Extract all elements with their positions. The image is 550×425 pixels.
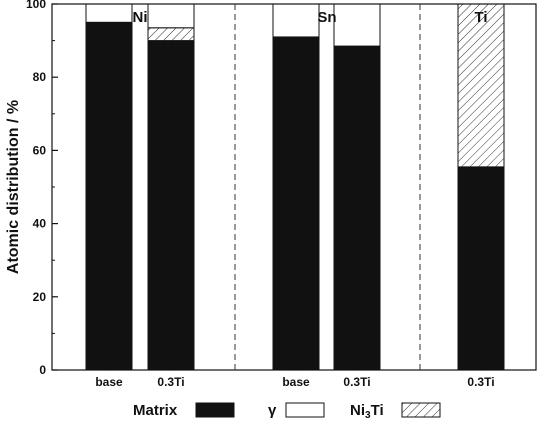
bar-segment-matrix-sn-base	[272, 36, 320, 371]
bar-segment-ni3ti-ti-03ti	[457, 3, 505, 168]
category-label: 0.3Ti	[343, 375, 370, 389]
labels-layer: base 0.3Ti base 0.3Ti 0.3Ti 0 20 40 60 80 100 Atomi…	[5, 0, 495, 389]
category-label: 0.3Ti	[467, 375, 494, 389]
bar-segment-ni3ti-ni-03ti	[147, 27, 195, 42]
legend-swatch-ni3ti	[401, 402, 441, 418]
y-tick-label: 80	[33, 70, 47, 84]
y-tick-label: 40	[33, 217, 47, 231]
bar-segment-gamma-ni-base	[85, 3, 133, 23]
bar-segment-matrix-sn-03ti	[333, 45, 381, 371]
y-tick-label: 20	[33, 290, 47, 304]
y-tick-label: 60	[33, 143, 47, 157]
category-label: base	[95, 375, 123, 389]
bar-segment-gamma-sn-03ti	[333, 3, 381, 47]
bar-segment-matrix-ni-03ti	[147, 40, 195, 371]
axes-layer	[51, 3, 537, 371]
y-tick-label: 0	[39, 363, 46, 377]
legend: Matrix γ Ni3Ti	[133, 402, 441, 421]
group-label-ni: Ni	[133, 9, 148, 26]
y-tick-label: 100	[26, 0, 46, 11]
bar-segment-gamma-sn-base	[272, 3, 320, 38]
legend-swatch-gamma	[285, 402, 325, 418]
group-label-ti: Ti	[474, 9, 487, 26]
group-label-sn: Sn	[317, 9, 336, 26]
bar-segment-matrix-ti-03ti	[457, 166, 505, 371]
category-label: 0.3Ti	[157, 375, 184, 389]
legend-label-gamma: γ	[268, 402, 277, 419]
category-label: base	[282, 375, 310, 389]
bars-layer	[85, 3, 505, 371]
legend-label-matrix: Matrix	[133, 402, 178, 419]
legend-swatch-matrix	[195, 402, 235, 418]
legend-label-ni3ti: Ni3Ti	[350, 402, 384, 421]
y-axis-title: Atomic distribution / %	[5, 100, 22, 274]
bar-segment-gamma-ni-03ti	[147, 3, 195, 29]
bar-segment-matrix-ni-base	[85, 21, 133, 371]
